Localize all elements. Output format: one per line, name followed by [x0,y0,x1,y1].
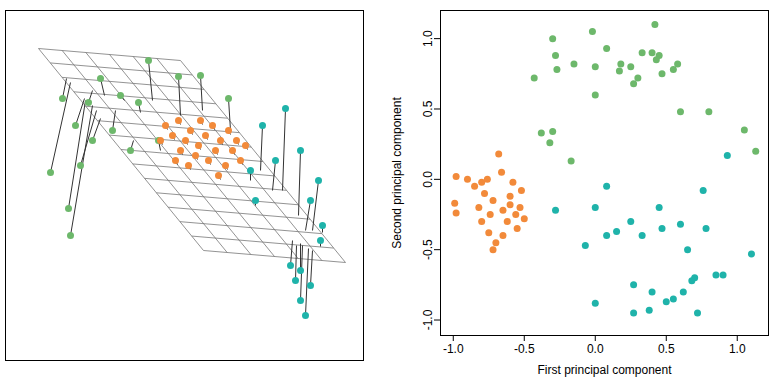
svg-text:-0.5: -0.5 [421,239,435,260]
svg-text:Second principal component: Second principal component [390,97,404,249]
svg-text:-1.0: -1.0 [443,342,464,356]
svg-text:0.0: 0.0 [587,342,604,356]
svg-text:-1.0: -1.0 [421,309,435,330]
svg-text:0.5: 0.5 [658,342,675,356]
svg-text:0.0: 0.0 [421,171,435,188]
svg-text:0.5: 0.5 [421,100,435,117]
svg-text:-0.5: -0.5 [514,342,535,356]
svg-text:1.0: 1.0 [421,30,435,47]
svg-text:First principal component: First principal component [537,363,672,377]
svg-text:1.0: 1.0 [729,342,746,356]
